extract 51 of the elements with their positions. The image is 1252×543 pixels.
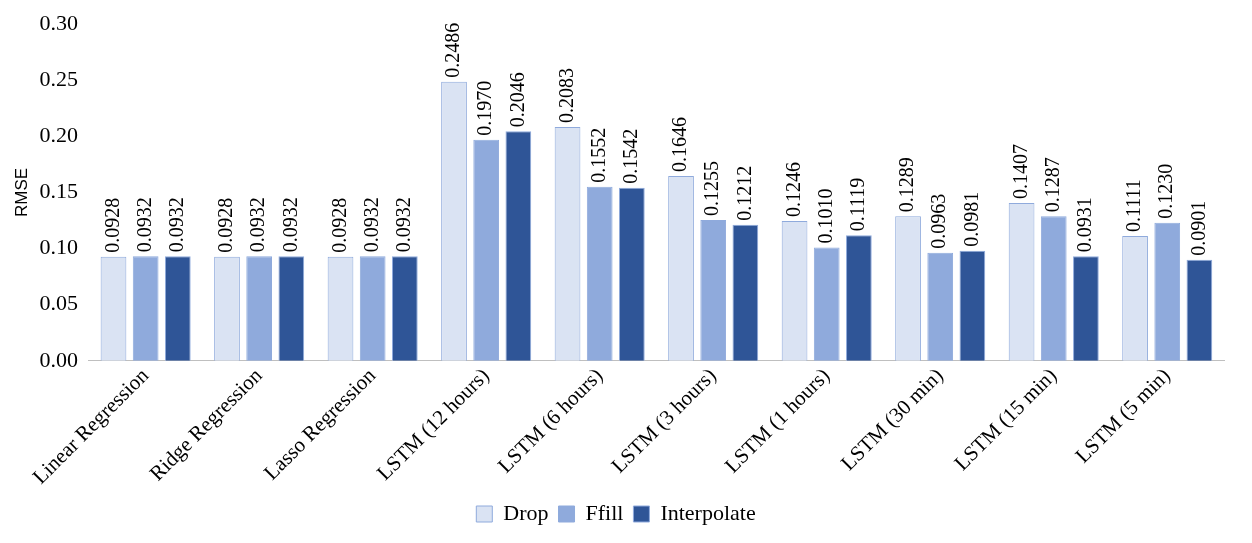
data-label: 0.0928	[327, 197, 350, 253]
y-tick-label: 0.05	[39, 290, 78, 316]
y-tick-label: 0.30	[39, 9, 78, 35]
data-label: 0.1970	[473, 80, 496, 136]
data-label: 0.0932	[359, 197, 382, 253]
data-label: 0.1542	[619, 128, 642, 184]
bar	[700, 219, 727, 361]
data-label: 0.0931	[1073, 197, 1096, 253]
data-label: 0.1255	[700, 160, 723, 216]
data-label: 0.1111	[1122, 179, 1145, 233]
bar	[359, 256, 386, 361]
y-tick-label: 0.10	[39, 234, 78, 260]
y-tick-label: 0.00	[39, 346, 78, 372]
data-label: 0.1230	[1154, 163, 1177, 219]
data-label: 0.1552	[586, 127, 609, 183]
data-label: 0.2486	[441, 22, 464, 78]
y-tick-label: 0.15	[39, 178, 78, 204]
data-label: 0.0932	[392, 197, 415, 253]
bar	[813, 247, 840, 361]
bar	[586, 186, 613, 361]
data-label: 0.1289	[895, 157, 918, 213]
data-label: 0.1010	[813, 188, 836, 244]
data-label: 0.1646	[668, 117, 691, 173]
data-label: 0.2046	[505, 72, 528, 128]
data-label: 0.1287	[1040, 157, 1063, 213]
y-axis-title: RMSE	[11, 167, 31, 218]
data-label: 0.0932	[132, 197, 155, 253]
y-tick-label: 0.25	[39, 66, 78, 92]
legend-label: Ffill	[585, 499, 624, 525]
data-label: 0.0928	[100, 197, 123, 253]
data-label: 0.0963	[927, 193, 950, 249]
data-label: 0.0932	[246, 197, 269, 253]
data-label: 0.0928	[214, 197, 237, 253]
data-label: 0.1407	[1008, 143, 1031, 199]
bar	[1040, 216, 1067, 361]
legend-label: Interpolate	[660, 499, 756, 525]
data-label: 0.1212	[732, 165, 755, 221]
data-label: 0.0981	[959, 191, 982, 247]
bar	[927, 252, 954, 361]
bar	[1154, 222, 1181, 361]
bar	[246, 256, 273, 361]
data-label: 0.0901	[1186, 200, 1209, 256]
data-label: 0.2083	[554, 68, 577, 124]
data-label: 0.0932	[278, 197, 301, 253]
data-label: 0.1119	[846, 177, 869, 232]
bar	[132, 256, 159, 361]
data-label: 0.1246	[781, 161, 804, 217]
bar	[473, 139, 500, 361]
data-label: 0.0932	[165, 197, 188, 253]
y-tick-label: 0.20	[39, 122, 78, 148]
legend-label: Drop	[503, 499, 549, 525]
